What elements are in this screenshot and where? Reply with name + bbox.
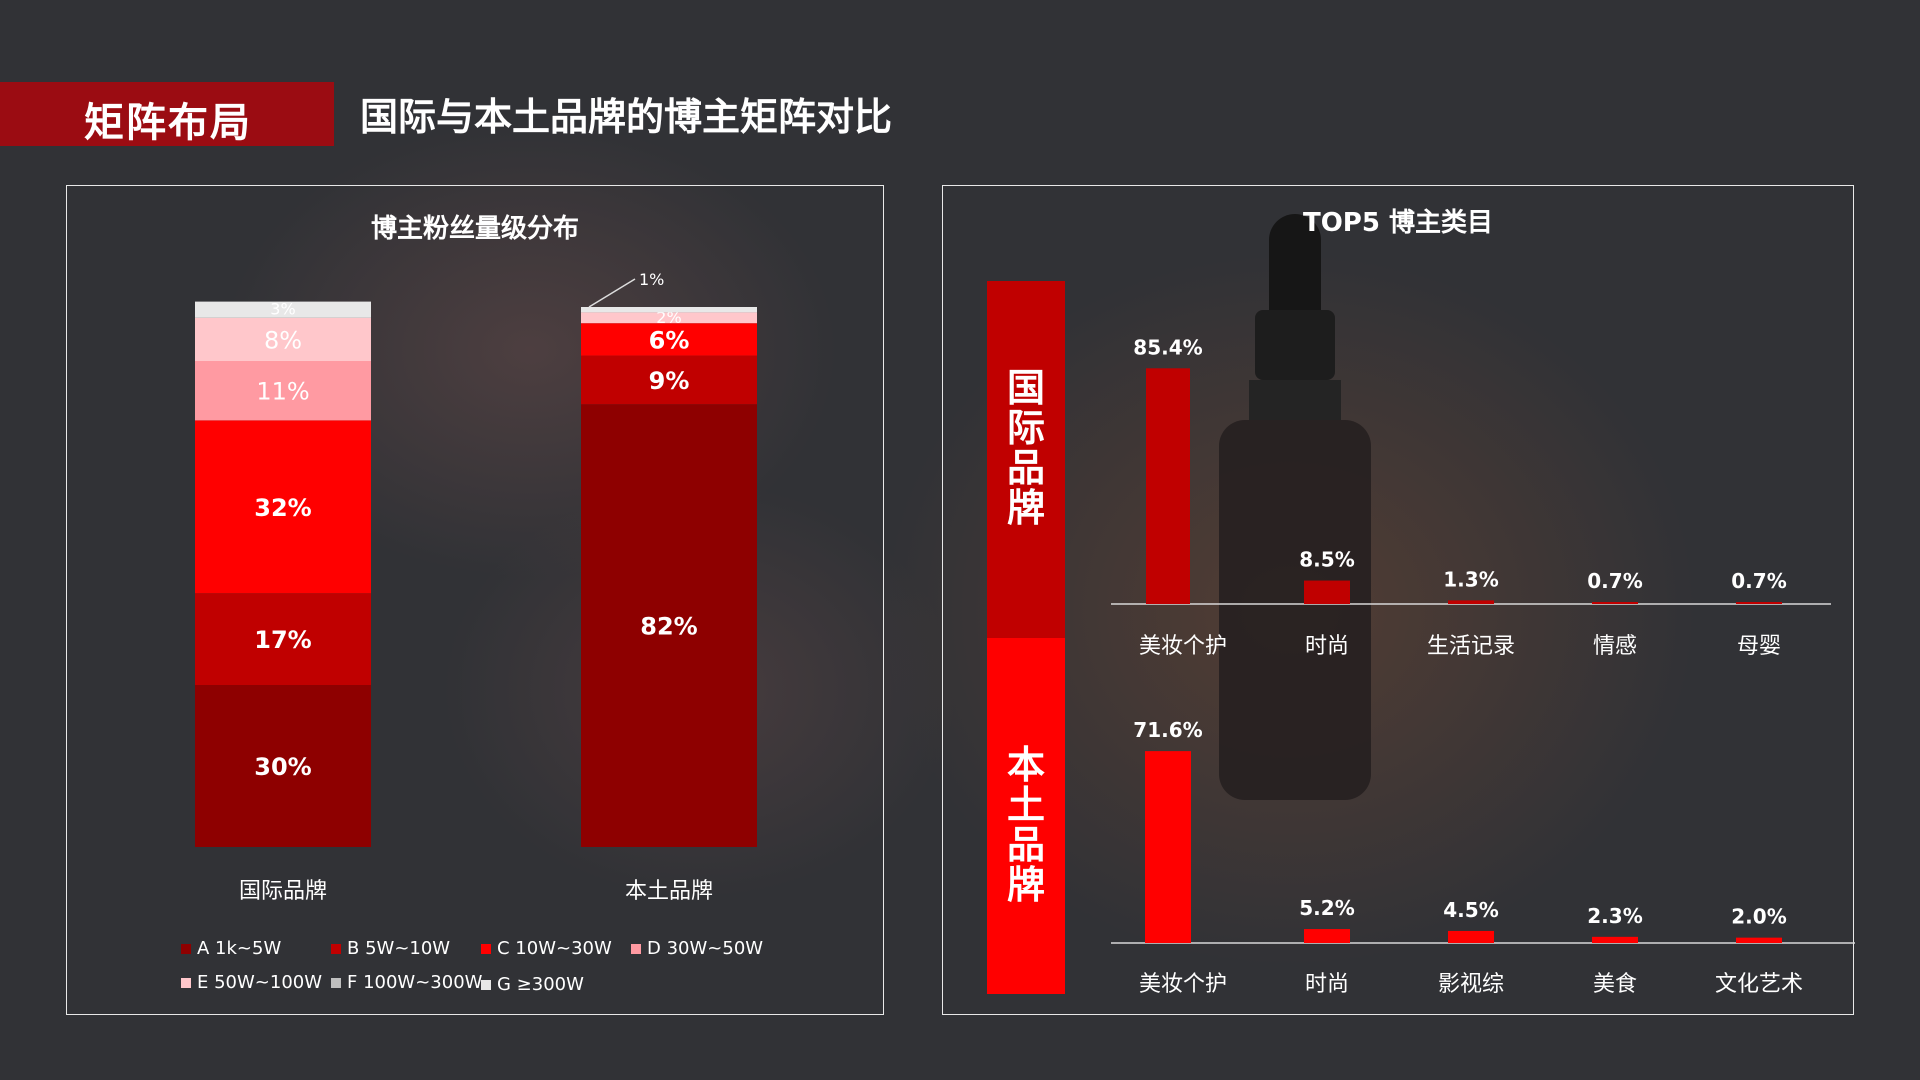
section-badge-label: 矩阵布局 (84, 100, 252, 146)
legend-item-a: A 1k~5W (181, 938, 281, 959)
stack-segment-b (195, 593, 371, 685)
category-label: 本土品牌 (625, 879, 713, 904)
bar-value-label: 1.3% (1443, 567, 1498, 591)
legend-label: C 10W~30W (497, 938, 612, 959)
legend-swatch (331, 944, 341, 954)
category-bar (1145, 751, 1191, 943)
stack-segment-b (581, 355, 757, 405)
stack-segment-label: 6% (649, 326, 690, 354)
category-bar (1592, 602, 1638, 604)
legend-swatch (181, 944, 191, 954)
stack-segment-label: 9% (649, 367, 690, 395)
stack-segment-label: 8% (264, 326, 302, 354)
stack-segment-c (581, 323, 757, 356)
bar-value-label: 2.0% (1731, 905, 1786, 929)
bar-value-label: 5.2% (1299, 896, 1354, 920)
bar-value-label: 71.6% (1133, 718, 1202, 742)
stack-segment-g (581, 307, 757, 313)
group-label-char: 国 (1007, 366, 1045, 410)
legend-swatch (331, 978, 341, 988)
group-label-char: 品 (1007, 823, 1045, 867)
group-label-char: 品 (1007, 446, 1045, 490)
fan-level-panel: 博主粉丝量级分布 30% 17% 32% 11% 8% 3% 国际品牌 82% 9% 6% 2% 1%… (66, 185, 884, 1015)
stack-segment-g (195, 301, 371, 318)
bar-value-label: 85.4% (1133, 335, 1202, 359)
stack-segment-label: 30% (254, 753, 311, 781)
stack-segment-label: 2% (656, 308, 681, 327)
legend-item-d: D 30W~50W (631, 938, 763, 959)
group-label-char: 本 (1007, 743, 1045, 787)
local-brand-band (987, 638, 1065, 994)
category-bar (1592, 936, 1638, 943)
stack-segment-label: 3% (270, 300, 295, 319)
category-bar (1304, 929, 1350, 943)
category-bar (1146, 368, 1190, 604)
legend-swatch (481, 944, 491, 954)
stack-segment-label: 82% (640, 613, 697, 641)
legend-label: F 100W~300W (347, 972, 483, 993)
section-badge: 矩阵布局 (0, 82, 334, 146)
group-label-char: 土 (1007, 783, 1045, 827)
legend-item-b: B 5W~10W (331, 938, 450, 959)
category-label: 影视综 (1438, 972, 1504, 997)
leader-line (588, 278, 636, 308)
category-label: 文化艺术 (1715, 972, 1803, 997)
bar-value-label: 4.5% (1443, 898, 1498, 922)
legend-label: A 1k~5W (197, 938, 282, 959)
top5-category-bar-chart: 国际品牌85.4%美妆个护8.5%时尚1.3%生活记录0.7%情感0.7%母婴本… (987, 281, 1855, 997)
legend-swatch (631, 944, 641, 954)
legend-label: E 50W~100W (197, 972, 323, 993)
category-label: 情感 (1593, 634, 1637, 659)
legend-swatch (481, 980, 491, 990)
category-bar (1736, 937, 1782, 943)
stack-segment-label: 17% (254, 626, 311, 654)
category-label: 国际品牌 (239, 879, 327, 904)
category-bar (1448, 600, 1494, 604)
bar-value-label: 0.7% (1731, 569, 1786, 593)
legend-item-e: E 50W~100W (181, 972, 322, 993)
stack-segment-e (195, 317, 371, 361)
category-bar (1304, 580, 1350, 604)
stack-segment-a (195, 685, 371, 847)
legend-item-f: F 100W~300W (331, 972, 482, 993)
bar-value-label: 8.5% (1299, 548, 1354, 572)
stack-segment-a (581, 404, 757, 847)
fan-level-stacked-bar-chart: 30% 17% 32% 11% 8% 3% 国际品牌 82% 9% 6%2% 1% 本土品牌 (195, 270, 757, 904)
intl-brand-band (987, 281, 1065, 638)
legend-label: G ≥300W (497, 974, 584, 995)
category-label: 母婴 (1737, 634, 1781, 659)
group-label-char: 牌 (1007, 486, 1045, 530)
stack-segment-label: 11% (256, 378, 309, 406)
stack-segment-label: 32% (254, 494, 311, 522)
category-label: 时尚 (1305, 634, 1349, 659)
page-title: 国际与本土品牌的博主矩阵对比 (360, 95, 893, 139)
category-bar (1448, 930, 1494, 943)
stack-segment-e (581, 312, 757, 324)
legend-swatch (181, 978, 191, 988)
category-label: 时尚 (1305, 972, 1349, 997)
category-bar (1736, 602, 1782, 604)
group-label-char: 际 (1007, 406, 1045, 450)
bar-value-label: 0.7% (1587, 569, 1642, 593)
top5-chart-title: TOP5 博主类目 (1302, 208, 1494, 238)
stack-segment-d (195, 361, 371, 421)
category-label: 美食 (1593, 972, 1637, 997)
category-label: 美妆个护 (1139, 972, 1227, 997)
legend-item-c: C 10W~30W (481, 938, 612, 959)
legend-label: B 5W~10W (347, 938, 451, 959)
category-label: 美妆个护 (1139, 634, 1227, 659)
legend-label: D 30W~50W (647, 938, 764, 959)
category-label: 生活记录 (1427, 634, 1515, 659)
fan-level-chart-title: 博主粉丝量级分布 (370, 214, 579, 244)
legend-item-g: G ≥300W (481, 974, 584, 995)
stack-segment-c (195, 420, 371, 594)
bar-value-label: 2.3% (1587, 904, 1642, 928)
group-label-char: 牌 (1007, 863, 1045, 907)
top5-category-panel: TOP5 博主类目 国际品牌 85.4% 美妆个护 8.5% 时尚 1.3% 生活记录 0.7… (942, 185, 1855, 1015)
stack-segment-label: 1% (639, 270, 664, 289)
